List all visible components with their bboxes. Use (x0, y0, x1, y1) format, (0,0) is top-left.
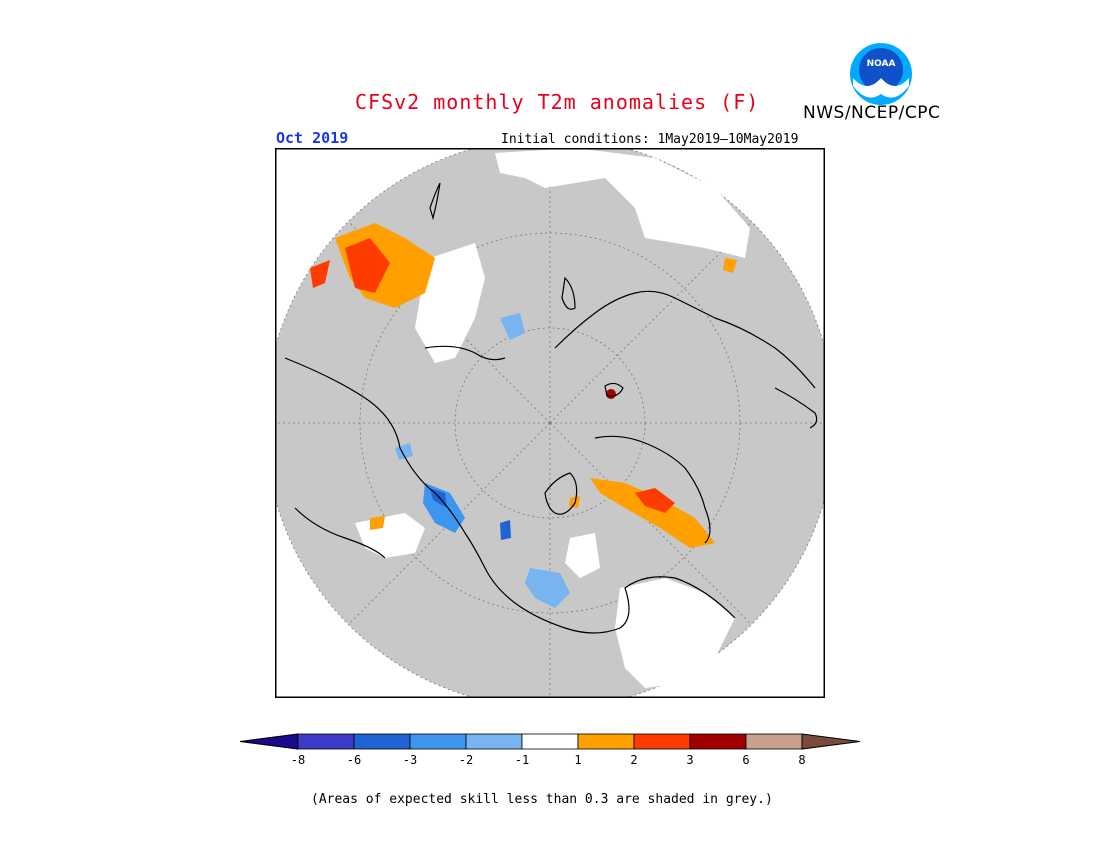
colorbar-tick-label: 1 (574, 753, 581, 767)
colorbar-tick-label: -1 (515, 753, 529, 767)
colorbar-tick-label: -2 (459, 753, 473, 767)
colorbar-tick-label: 2 (630, 753, 637, 767)
colorbar-bin-2 (353, 733, 411, 750)
colorbar-tick-label: -8 (291, 753, 305, 767)
colorbar-tick-label: 3 (686, 753, 693, 767)
colorbar: -8 -6 -3 -2 -1 1 2 3 6 8 (240, 733, 861, 767)
colorbar-bin-4 (465, 733, 523, 750)
map-border (275, 148, 825, 698)
colorbar-bin-7 (633, 733, 691, 750)
colorbar-bin-6 (577, 733, 635, 750)
agency-label: NWS/NCEP/CPC (803, 103, 941, 123)
colorbar-bin-9 (745, 733, 803, 750)
chart-title: CFSv2 monthly T2m anomalies (F) (355, 90, 760, 114)
skill-footnote: (Areas of expected skill less than 0.3 a… (311, 792, 773, 807)
colorbar-tick-label: -3 (403, 753, 417, 767)
colorbar-tick-label: -6 (347, 753, 361, 767)
noaa-logo-text: NOAA (867, 59, 896, 69)
colorbar-bin-10 (801, 733, 861, 750)
coastlines (284, 182, 818, 634)
colorbar-bin-5 (521, 733, 579, 750)
noaa-logo: NOAA (850, 43, 912, 105)
colorbar-tick-label: 8 (798, 753, 805, 767)
colorbar-tick-label: 6 (742, 753, 749, 767)
colorbar-bin-8 (689, 733, 747, 750)
polar-map (275, 148, 825, 698)
colorbar-bin-0 (240, 733, 299, 750)
initial-conditions: Initial conditions: 1May2019—10May2019 (501, 132, 799, 147)
colorbar-bin-1 (297, 733, 355, 750)
colorbar-bin-3 (409, 733, 467, 750)
forecast-month: Oct 2019 (276, 129, 349, 147)
warm-anomalies (310, 223, 737, 548)
outside-disk (275, 148, 825, 698)
